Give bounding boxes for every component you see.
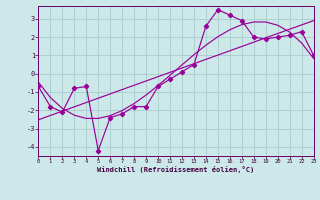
X-axis label: Windchill (Refroidissement éolien,°C): Windchill (Refroidissement éolien,°C) (97, 166, 255, 173)
